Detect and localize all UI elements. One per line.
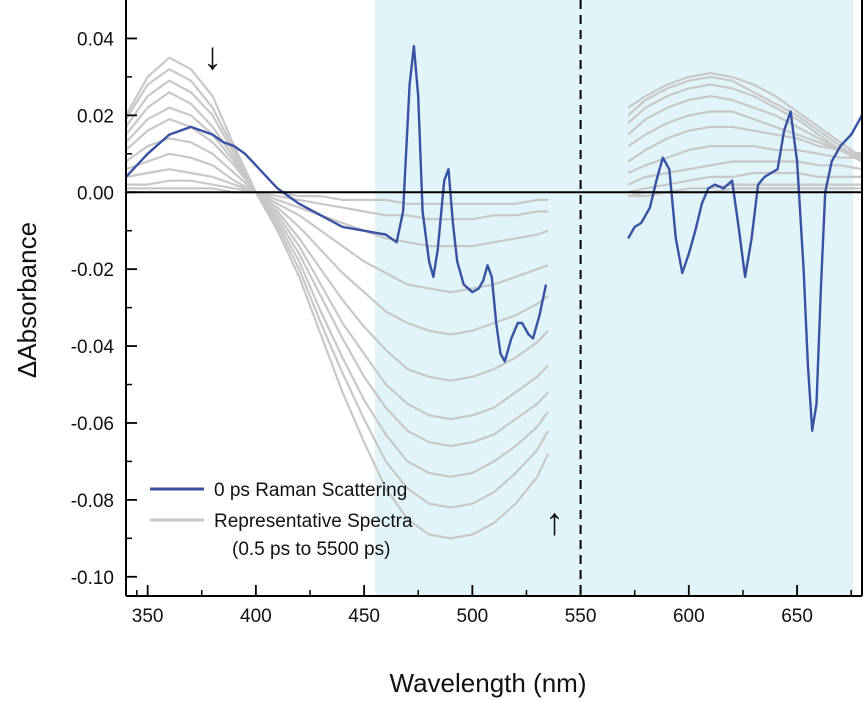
y-tick-label: -0.02 <box>71 260 114 281</box>
ticks: 350 400 450 500 550 600 650 0.04 0.02 0.00 -0.02 -0… <box>71 29 852 627</box>
shaded-region-0 <box>374 0 854 596</box>
x-axis-title: Wavelength (nm) <box>390 668 587 698</box>
axes <box>125 0 863 597</box>
series-line-rep6-seg1 <box>627 125 862 163</box>
annotation-down-arrow: ↓ <box>203 36 222 78</box>
raman-series <box>126 44 862 432</box>
series-line-rep5-seg0 <box>126 106 549 421</box>
representative-spectra-series <box>126 56 862 540</box>
reference-lines <box>126 0 862 596</box>
series-line-rep3-seg1 <box>627 83 862 163</box>
x-tick-label: 600 <box>673 606 705 627</box>
series-line-rep4-seg0 <box>126 91 549 448</box>
x-tick-label: 550 <box>565 606 597 627</box>
y-tick-label: 0.00 <box>77 183 114 204</box>
y-tick-label: -0.06 <box>71 414 114 435</box>
series-line-rep1-seg0 <box>126 56 550 540</box>
annotation-up-arrow: ↑ <box>545 501 564 543</box>
series-line-rep3-seg0 <box>126 79 550 478</box>
shaded-regions <box>374 0 854 596</box>
y-tick-label: -0.08 <box>71 491 114 512</box>
y-tick-label: -0.10 <box>71 568 114 589</box>
series-line-rep8-seg0 <box>126 152 549 294</box>
series-line-rep10-seg0 <box>126 179 549 221</box>
y-tick-label: 0.04 <box>77 29 114 50</box>
series-line-rep9-seg1 <box>627 171 862 194</box>
legend-label-raman: 0 ps Raman Scattering <box>214 480 407 501</box>
x-tick-label: 450 <box>348 606 380 627</box>
x-tick-label: 350 <box>132 606 164 627</box>
legend-label-representative: Representative Spectra <box>214 511 413 532</box>
series-line-rep6-seg0 <box>126 118 549 382</box>
y-tick-label: -0.04 <box>71 337 115 358</box>
legend-sublabel-representative: (0.5 ps to 5500 ps) <box>232 539 390 560</box>
raman-line-seg0 <box>126 44 548 363</box>
x-tick-label: 650 <box>781 606 813 627</box>
y-axis-title: ΔAbsorbance <box>12 222 42 378</box>
series-line-rep9-seg0 <box>126 168 549 248</box>
series-line-rep5-seg1 <box>627 110 862 159</box>
series-line-rep4-seg1 <box>627 95 862 163</box>
series-line-rep11-seg0 <box>126 187 549 205</box>
series-line-rep2-seg1 <box>627 75 862 163</box>
series-line-rep8-seg1 <box>627 160 862 186</box>
series-line-rep2-seg0 <box>126 68 550 509</box>
raman-line-seg1 <box>627 110 862 432</box>
legend: 0 ps Raman Scattering Representative Spe… <box>150 480 413 560</box>
x-tick-label: 500 <box>457 606 489 627</box>
x-tick-label: 400 <box>240 606 272 627</box>
series-line-rep1-seg1 <box>627 72 862 159</box>
series-line-rep7-seg0 <box>126 137 549 336</box>
y-tick-label: 0.02 <box>77 106 114 127</box>
